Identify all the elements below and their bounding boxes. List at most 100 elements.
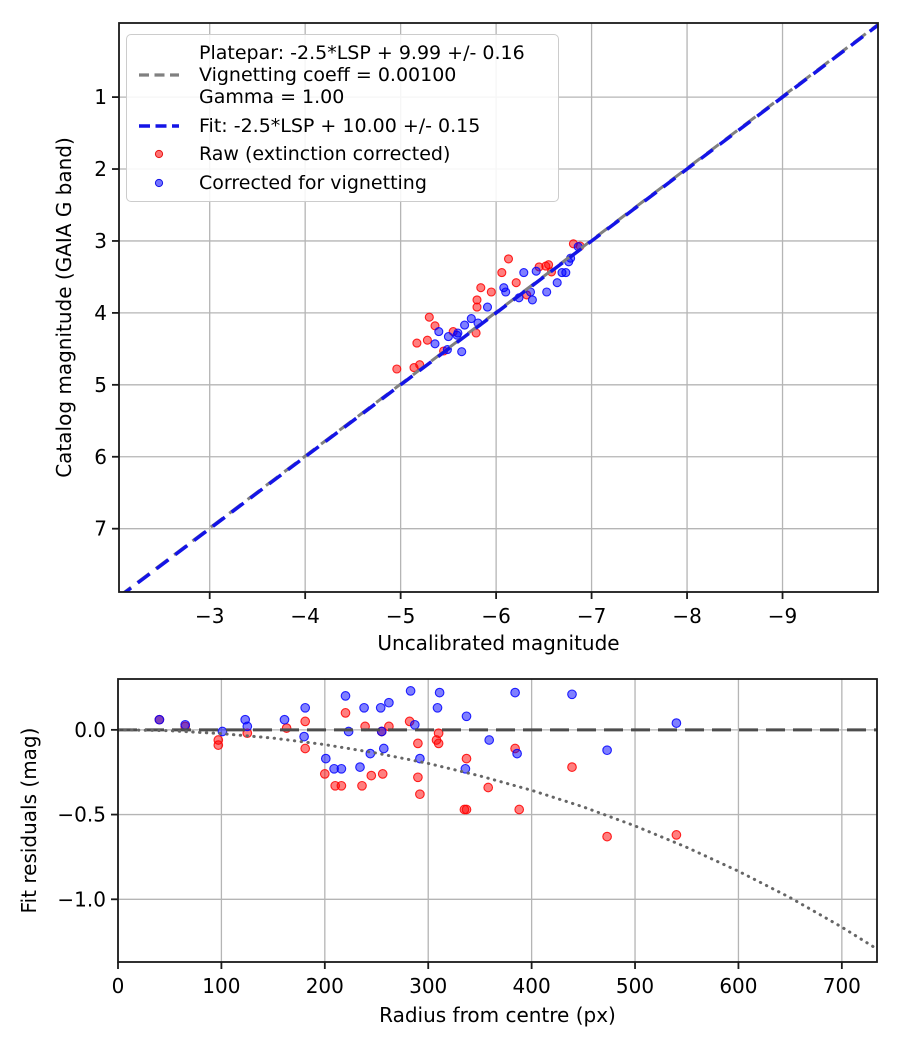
x-tick-label: 100 [202, 974, 240, 998]
legend-row-platepar: Platepar: -2.5*LSP + 9.99 +/- 0.16 Vigne… [136, 42, 548, 108]
raw-point [336, 780, 347, 791]
y-tick-label: 5 [94, 373, 107, 397]
corrected-point [460, 763, 471, 774]
vignetting-curve [118, 728, 877, 951]
corrected-point [340, 691, 351, 701]
corrected-point [443, 332, 453, 342]
x-tick-label: −7 [577, 604, 606, 628]
raw-point [413, 772, 423, 783]
legend-row-corrected: Corrected for vignetting [136, 172, 548, 194]
corrected-point [460, 320, 470, 330]
raw-point [476, 283, 486, 293]
platepar-legend-label: Platepar: -2.5*LSP + 9.99 +/- 0.16 Vigne… [199, 42, 525, 108]
corrected-point [409, 719, 420, 730]
corrected-point [552, 278, 562, 288]
corrected-point [434, 327, 444, 337]
raw-point [433, 738, 444, 749]
corrected-point [531, 266, 541, 276]
corrected-point [432, 702, 443, 713]
corrected-point [355, 762, 365, 772]
raw-point [514, 804, 525, 815]
x-tick-label: 0 [112, 974, 125, 998]
corrected-point [484, 735, 495, 745]
corrected-point [519, 268, 529, 278]
corrected-point [452, 330, 462, 340]
raw-point [300, 743, 311, 754]
x-tick-label: 300 [409, 974, 447, 998]
corrected-point [242, 721, 253, 732]
raw-point [422, 335, 432, 345]
plot-frame [117, 678, 878, 963]
platepar-line-3: Gamma = 1.00 [199, 86, 345, 108]
raw-point [511, 278, 521, 288]
raw-point [602, 831, 612, 842]
legend-row-fit: Fit: -2.5*LSP + 10.00 +/- 0.15 [136, 115, 548, 137]
corrected-point [430, 339, 440, 349]
raw-point [413, 738, 423, 749]
x-tick-label: −8 [672, 604, 701, 628]
y-tick-label: 0.0 [74, 718, 106, 742]
x-tick-label: 600 [719, 974, 757, 998]
corrected-point [602, 745, 612, 756]
corrected-legend-label: Corrected for vignetting [199, 171, 427, 194]
corrected-point [378, 743, 389, 754]
corrected-point [365, 748, 376, 759]
x-tick-label: −5 [386, 604, 415, 628]
corrected-point [300, 702, 311, 713]
raw-point [486, 287, 496, 297]
raw-point [503, 254, 514, 264]
corrected-point [359, 702, 369, 713]
x-tick-label: 500 [616, 974, 654, 998]
overlay-lines [122, 23, 878, 592]
raw-point [409, 363, 419, 373]
raw-point [461, 804, 472, 815]
raw-legend-label: Raw (extinction corrected) [199, 143, 451, 166]
x-tick-label: −3 [195, 604, 224, 628]
raw-point [340, 708, 351, 718]
chart-0: −3 −4 −5 −6 −7 −8 −9 1 2 3 4 5 6 7 Uncalibrated magnit… [52, 22, 879, 655]
y-tick-label: 2 [94, 157, 107, 181]
y-tick-label: 3 [94, 229, 107, 253]
corrected-point [180, 719, 191, 730]
corrected-point [279, 714, 290, 725]
raw-point [366, 770, 377, 781]
corrected-point [501, 287, 511, 297]
raw-point [497, 268, 507, 278]
x-axis-label: Radius from centre (px) [379, 1003, 616, 1027]
raw-point [567, 762, 577, 772]
x-tick-label: −9 [768, 604, 797, 628]
x-tick-label: 700 [823, 974, 861, 998]
legend: Platepar: -2.5*LSP + 9.99 +/- 0.16 Vigne… [126, 34, 559, 202]
corrected-point [405, 686, 416, 696]
raw-marker-icon [136, 148, 182, 160]
x-tick-label: 200 [306, 974, 344, 998]
corrected-point [154, 714, 165, 725]
x-tick-label: 400 [513, 974, 551, 998]
corrected-point [510, 687, 520, 698]
y-tick-label: 4 [94, 301, 107, 325]
chart-1: 0 100 200 300 400 500 600 700 0.0 −0.5 −1.0 Radius … [17, 678, 878, 1027]
raw-point [671, 830, 682, 840]
corrected-point [561, 268, 571, 278]
corrected-point [320, 753, 331, 764]
platepar-line-1: Platepar: -2.5*LSP + 9.99 +/- 0.16 [199, 42, 525, 64]
y-tick-label: −1.0 [57, 887, 106, 911]
raw-point [213, 740, 224, 750]
corrected-point [542, 287, 552, 297]
fit-dashed-line-icon [136, 122, 182, 130]
x-axis-label: Uncalibrated magnitude [377, 631, 619, 655]
raw-point [412, 338, 422, 348]
corrected-point [466, 314, 476, 324]
corrected-point [567, 689, 577, 700]
corrected-point [375, 702, 386, 713]
platepar-line-2: Vignetting coeff = 0.00100 [199, 64, 457, 86]
overlay-lines [118, 728, 877, 951]
corrected-point [512, 748, 522, 759]
corrected-point [457, 347, 467, 357]
raw-point [433, 728, 444, 739]
y-tick-label: 6 [94, 445, 107, 469]
x-tick-label: −4 [290, 604, 319, 628]
y-axis-label: Catalog magnitude (GAIA G band) [52, 137, 76, 478]
corrected-point [384, 697, 394, 708]
